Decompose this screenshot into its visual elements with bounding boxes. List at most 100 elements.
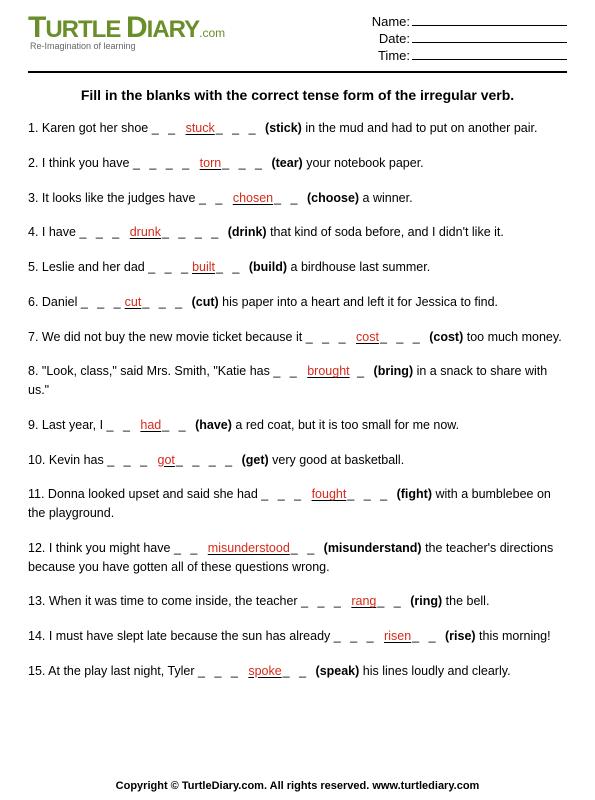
verb-hint: (bring): [374, 364, 414, 378]
verb-hint: (drink): [228, 225, 267, 239]
blank-right: _ _: [274, 191, 307, 205]
q-pre: It looks like the judges have: [42, 191, 199, 205]
q-pre: I must have slept late because the sun h…: [49, 629, 334, 643]
q-pre: When it was time to come inside, the tea…: [49, 594, 301, 608]
verb-hint: (get): [242, 453, 269, 467]
question-item: 10. Kevin has _ _ _ got_ _ _ _ (get) ver…: [28, 451, 567, 470]
logo-text: TURTLE DIARY.com: [28, 14, 225, 41]
blank-right: _: [351, 364, 374, 378]
q-post: a winner.: [359, 191, 413, 205]
blank-left: _ _ _: [198, 664, 247, 678]
q-post: his lines loudly and clearly.: [359, 664, 510, 678]
blank-left: _ _: [174, 541, 207, 555]
q-num: 3.: [28, 191, 42, 205]
logo: TURTLE DIARY.com Re-Imagination of learn…: [28, 12, 225, 51]
blank-right: _ _: [283, 664, 316, 678]
question-item: 1. Karen got her shoe _ _ stuck_ _ _ (st…: [28, 119, 567, 138]
logo-t1: T: [28, 11, 45, 44]
answer: spoke: [247, 664, 282, 678]
header: TURTLE DIARY.com Re-Imagination of learn…: [28, 12, 567, 73]
answer: had: [139, 418, 162, 432]
verb-hint: (speak): [316, 664, 360, 678]
blank-right: _ _ _: [347, 487, 396, 501]
q-pre: Kevin has: [49, 453, 107, 467]
logo-dotcom: .com: [199, 26, 225, 40]
q-pre: I think you might have: [49, 541, 174, 555]
verb-hint: (rise): [445, 629, 476, 643]
question-item: 7. We did not buy the new movie ticket b…: [28, 328, 567, 347]
q-pre: I have: [42, 225, 80, 239]
blank-left: _ _ _: [306, 330, 355, 344]
answer: drunk: [129, 225, 162, 239]
q-num: 13.: [28, 594, 49, 608]
q-num: 4.: [28, 225, 42, 239]
verb-hint: (tear): [271, 156, 302, 170]
date-row: Date:: [366, 31, 567, 46]
time-line: [412, 48, 567, 60]
logo-m2: IARY: [147, 16, 199, 43]
blank-right: _ _ _: [380, 330, 429, 344]
q-pre: Karen got her shoe: [42, 121, 152, 135]
question-item: 2. I think you have _ _ _ _ torn_ _ _ (t…: [28, 154, 567, 173]
question-item: 8. "Look, class," said Mrs. Smith, "Kati…: [28, 362, 567, 400]
verb-hint: (build): [249, 260, 287, 274]
time-label: Time:: [366, 48, 410, 63]
blank-left: _ _: [273, 364, 306, 378]
verb-hint: (cost): [429, 330, 463, 344]
date-line: [412, 31, 567, 43]
q-pre: Leslie and her dad: [42, 260, 148, 274]
instruction: Fill in the blanks with the correct tens…: [28, 87, 567, 103]
question-item: 14. I must have slept late because the s…: [28, 627, 567, 646]
verb-hint: (misunderstand): [324, 541, 422, 555]
blank-left: _ _ _: [261, 487, 310, 501]
blank-left: _ _ _: [81, 295, 124, 309]
q-post: a birdhouse last summer.: [287, 260, 430, 274]
q-post: that kind of soda before, and I didn't l…: [267, 225, 504, 239]
answer: brought: [306, 364, 350, 378]
blank-right: _ _: [216, 260, 249, 274]
blank-left: _ _: [199, 191, 232, 205]
meta-block: Name: Date: Time:: [366, 12, 567, 65]
logo-t2: D: [126, 11, 147, 44]
footer: Copyright © TurtleDiary.com. All rights …: [0, 780, 595, 792]
blank-right: _ _ _ _: [162, 225, 228, 239]
answer: torn: [199, 156, 223, 170]
verb-hint: (stick): [265, 121, 302, 135]
q-pre: I think you have: [42, 156, 133, 170]
answer: risen: [383, 629, 412, 643]
question-item: 13. When it was time to come inside, the…: [28, 592, 567, 611]
question-item: 11. Donna looked upset and said she had …: [28, 485, 567, 523]
question-item: 6. Daniel _ _ _cut_ _ _ (cut) his paper …: [28, 293, 567, 312]
blank-left: _ _ _: [148, 260, 191, 274]
name-line: [412, 14, 567, 26]
q-num: 14.: [28, 629, 49, 643]
q-post: his paper into a heart and left it for J…: [219, 295, 498, 309]
q-post: this morning!: [476, 629, 551, 643]
q-num: 2.: [28, 156, 42, 170]
blank-right: _ _ _: [222, 156, 271, 170]
blank-right: _ _ _ _: [176, 453, 242, 467]
name-row: Name:: [366, 14, 567, 29]
answer: built: [191, 260, 216, 274]
answer: cost: [355, 330, 380, 344]
q-pre: At the play last night, Tyler: [48, 664, 198, 678]
question-item: 3. It looks like the judges have _ _ cho…: [28, 189, 567, 208]
blank-left: _ _ _: [301, 594, 350, 608]
q-num: 7.: [28, 330, 42, 344]
time-row: Time:: [366, 48, 567, 63]
question-item: 5. Leslie and her dad _ _ _built_ _ (bui…: [28, 258, 567, 277]
question-item: 9. Last year, I _ _ had_ _ (have) a red …: [28, 416, 567, 435]
q-post: in the mud and had to put on another pai…: [302, 121, 538, 135]
q-pre: Last year, I: [42, 418, 107, 432]
blank-right: _ _: [291, 541, 324, 555]
q-pre: "Look, class," said Mrs. Smith, "Katie h…: [42, 364, 273, 378]
question-item: 12. I think you might have _ _ misunders…: [28, 539, 567, 577]
answer: got: [157, 453, 176, 467]
name-label: Name:: [366, 14, 410, 29]
question-list: 1. Karen got her shoe _ _ stuck_ _ _ (st…: [28, 119, 567, 681]
blank-left: _ _: [152, 121, 185, 135]
q-pre: We did not buy the new movie ticket beca…: [42, 330, 306, 344]
blank-right: _ _: [162, 418, 195, 432]
answer: stuck: [185, 121, 216, 135]
q-post: too much money.: [463, 330, 561, 344]
